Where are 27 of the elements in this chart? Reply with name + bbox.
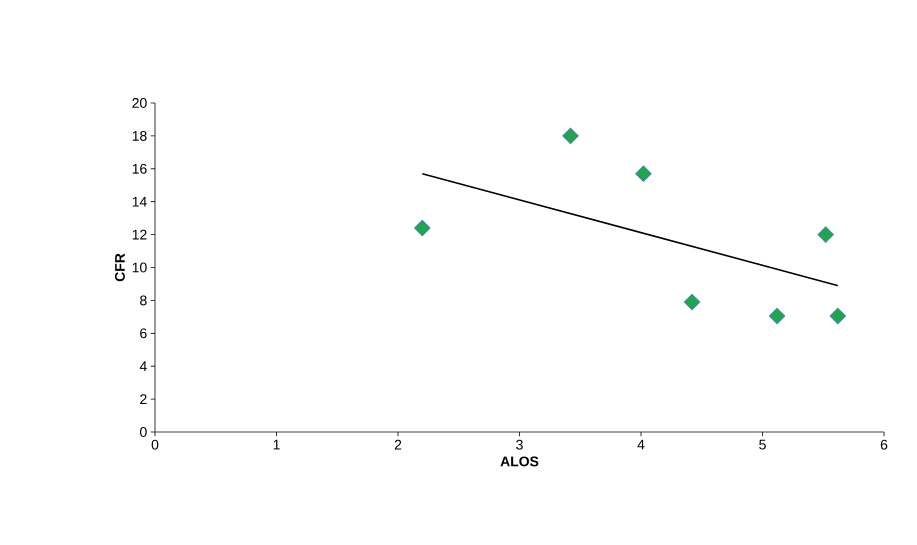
- point: [817, 226, 834, 243]
- x-tick-label: 4: [637, 440, 644, 450]
- y-tick-label: 14: [132, 196, 147, 206]
- x-tick-label: 5: [759, 440, 766, 450]
- y-tick-label: 18: [132, 130, 147, 141]
- point: [684, 294, 700, 310]
- y-tick-label: 0: [140, 427, 147, 437]
- y-tick-label: 10: [132, 262, 147, 272]
- point: [414, 220, 431, 236]
- point: [830, 308, 846, 324]
- y-axis-title: CFR: [114, 253, 125, 282]
- y-tick-label: 8: [140, 295, 147, 306]
- point: [562, 128, 579, 144]
- x-tick-label: 6: [880, 440, 888, 450]
- x-tick-label: 1: [274, 440, 280, 450]
- y-tick-label: 6: [140, 328, 147, 338]
- y-tick-label: 16: [132, 164, 147, 174]
- x-tick-label: 3: [516, 440, 523, 450]
- y-tick-label: 2: [140, 394, 147, 404]
- y-tick-label: 4: [140, 361, 147, 371]
- x-axis-title: ALOS: [500, 456, 538, 466]
- point: [768, 308, 786, 324]
- y-tick-label: 20: [132, 98, 147, 108]
- y-tick-label: 12: [132, 230, 147, 240]
- x-tick-label: 0: [152, 440, 158, 450]
- x-tick-label: 2: [394, 440, 402, 450]
- point: [635, 165, 652, 182]
